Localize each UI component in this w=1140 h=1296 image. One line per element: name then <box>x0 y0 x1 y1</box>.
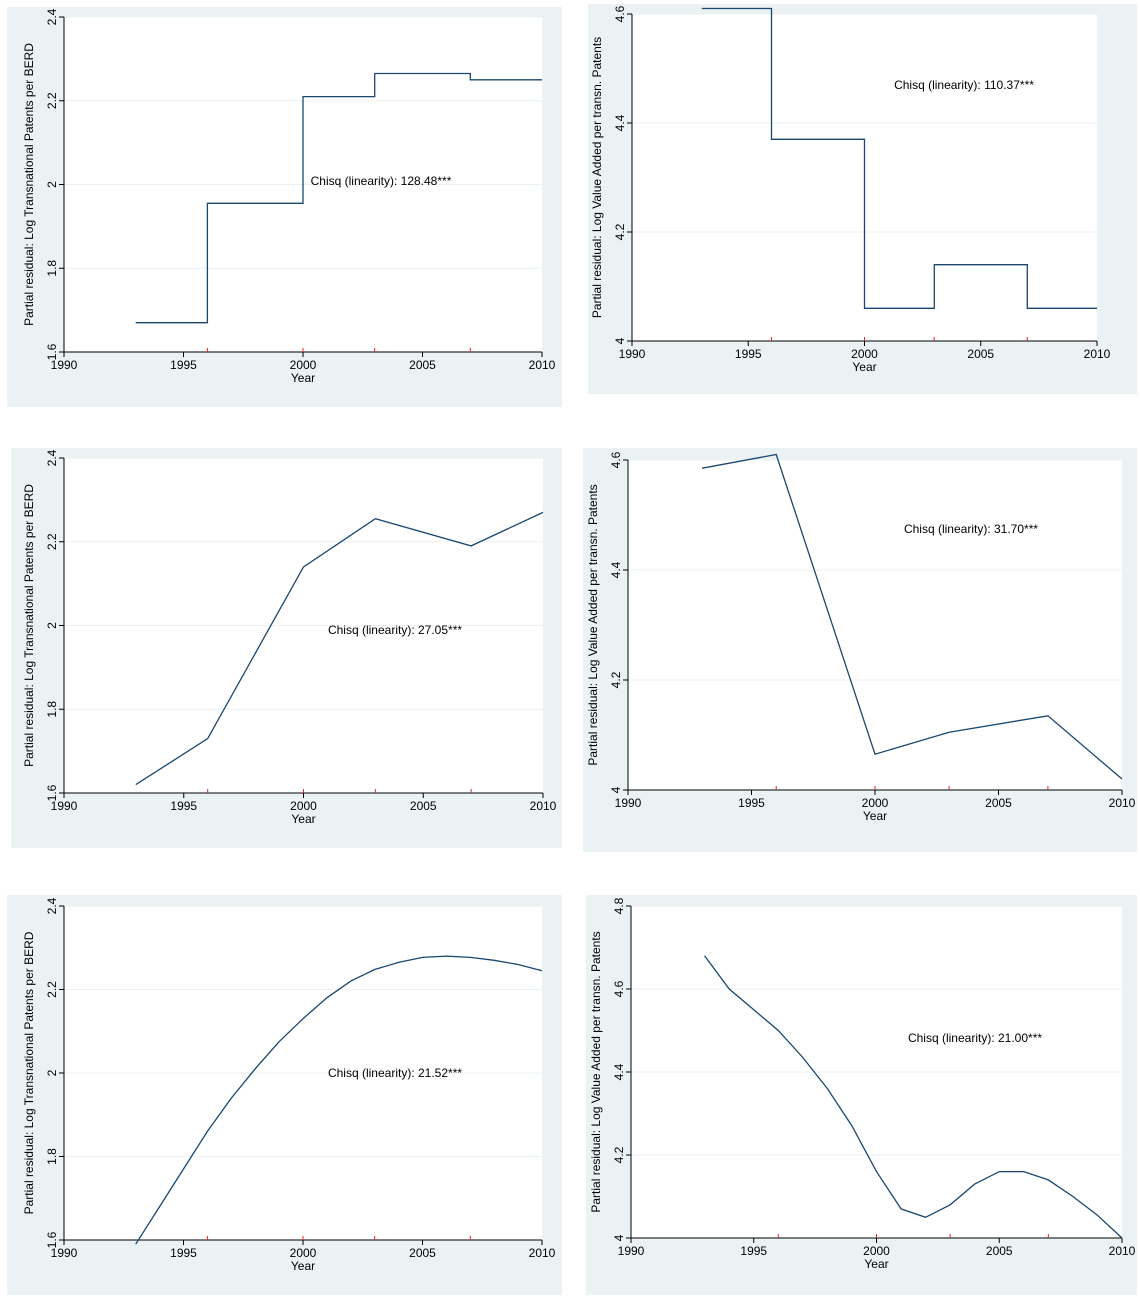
x-tick-label: 2000 <box>290 799 317 813</box>
x-tick-label: 1995 <box>170 799 197 813</box>
x-tick-label: 1995 <box>735 347 762 361</box>
y-tick-label: 2 <box>45 622 59 629</box>
x-tick-label: 2005 <box>986 1244 1013 1258</box>
chisq-annotation: Chisq (linearity): 21.52*** <box>328 1066 462 1080</box>
chisq-annotation: Chisq (linearity): 21.00*** <box>908 1031 1042 1045</box>
y-tick-label: 4 <box>612 1234 626 1241</box>
x-tick-label: 2000 <box>862 796 889 810</box>
x-tick-label: 2005 <box>409 358 436 372</box>
x-tick-label: 1990 <box>615 796 642 810</box>
plot-area <box>628 460 1122 790</box>
chisq-annotation: Chisq (linearity): 31.70*** <box>904 522 1038 536</box>
chart-svg: 1990 1995 2000 2005 2010 4 4.2 4.4 4.6 Year Partia… <box>590 5 1111 374</box>
x-tick-label: 2010 <box>530 799 557 813</box>
x-tick-label: 1990 <box>51 1246 78 1260</box>
y-axis-title: Partial residual: Log Transnational Pate… <box>22 484 36 767</box>
y-tick-label: 2.4 <box>45 449 59 466</box>
chart-panel-6: 1990 1995 2000 2005 2010 4 4.2 4.4 4.6 4.8 Year Par… <box>586 895 1137 1295</box>
y-tick-label: 1.6 <box>45 343 59 360</box>
y-axis-title: Partial residual: Log Transnational Pate… <box>22 43 36 326</box>
x-tick-label: 1995 <box>170 1246 197 1260</box>
x-tick-label: 1995 <box>170 358 197 372</box>
chart-panel-2: 1990 1995 2000 2005 2010 4 4.2 4.4 4.6 Year Partia… <box>588 4 1137 394</box>
x-tick-label: 2005 <box>967 347 994 361</box>
chart-panel-3: 1990 1995 2000 2005 2010 1.6 1.8 2 2.2 2.4 Year Par… <box>11 448 562 848</box>
series-line <box>704 955 1123 1239</box>
chisq-annotation: Chisq (linearity): 110.37*** <box>894 78 1034 92</box>
y-tick-label: 4.2 <box>612 1146 626 1163</box>
y-tick-label: 2 <box>45 181 59 188</box>
x-tick-label: 2005 <box>985 796 1012 810</box>
x-axis-title: Year <box>291 812 315 826</box>
x-tick-label: 2000 <box>863 1244 890 1258</box>
chart-svg: 1990 1995 2000 2005 2010 1.6 1.8 2 2.2 2.4 Year Par… <box>22 449 557 826</box>
x-tick-label: 2000 <box>851 347 878 361</box>
series-line <box>135 955 543 1245</box>
series-line <box>135 72 542 324</box>
chart-svg: 1990 1995 2000 2005 2010 4 4.2 4.4 4.6 Year Partia… <box>586 451 1136 823</box>
y-tick-label: 1.8 <box>45 701 59 718</box>
y-tick-label: 4 <box>609 786 623 793</box>
x-tick-label: 2010 <box>529 358 556 372</box>
x-tick-label: 2010 <box>1109 796 1136 810</box>
x-tick-label: 1990 <box>51 358 78 372</box>
x-tick-label: 2005 <box>409 1246 436 1260</box>
y-tick-label: 2.2 <box>45 981 59 998</box>
chart-panel-4: 1990 1995 2000 2005 2010 4 4.2 4.4 4.6 Year Partia… <box>583 448 1137 852</box>
y-tick-label: 1.6 <box>45 784 59 801</box>
y-tick-label: 4.6 <box>612 980 626 997</box>
y-tick-label: 2.4 <box>45 897 59 914</box>
x-axis-title: Year <box>863 809 887 823</box>
x-tick-label: 2010 <box>1109 1244 1136 1258</box>
y-axis-title: Partial residual: Log Value Added per tr… <box>590 37 604 318</box>
chart-panel-5: 1990 1995 2000 2005 2010 1.6 1.8 2 2.2 2.4 Year Par… <box>7 895 562 1295</box>
y-tick-label: 2 <box>45 1069 59 1076</box>
y-tick-label: 4.4 <box>609 561 623 578</box>
y-tick-label: 1.8 <box>45 1148 59 1165</box>
x-axis-title: Year <box>291 371 315 385</box>
y-axis-title: Partial residual: Log Transnational Pate… <box>22 931 36 1214</box>
chart-svg: 1990 1995 2000 2005 2010 1.6 1.8 2 2.2 2.4 Year Par… <box>22 8 556 385</box>
y-axis-title: Partial residual: Log Value Added per tr… <box>586 484 600 765</box>
y-tick-label: 4.2 <box>609 671 623 688</box>
series-line <box>135 511 544 786</box>
y-axis-title: Partial residual: Log Value Added per tr… <box>589 931 603 1212</box>
x-tick-label: 2005 <box>410 799 437 813</box>
y-tick-label: 2.4 <box>45 8 59 25</box>
x-tick-label: 1990 <box>51 799 78 813</box>
chart-svg: 1990 1995 2000 2005 2010 4 4.2 4.4 4.6 4.8 Year Par… <box>589 897 1136 1271</box>
x-tick-label: 1990 <box>619 347 646 361</box>
y-tick-label: 1.8 <box>45 260 59 277</box>
x-tick-label: 2010 <box>1084 347 1111 361</box>
y-tick-label: 4 <box>613 337 627 344</box>
x-tick-label: 1995 <box>740 1244 767 1258</box>
y-tick-label: 4.6 <box>609 451 623 468</box>
chisq-annotation: Chisq (linearity): 128.48*** <box>311 174 452 188</box>
y-tick-label: 1.6 <box>45 1231 59 1248</box>
chisq-annotation: Chisq (linearity): 27.05*** <box>328 623 462 637</box>
x-axis-title: Year <box>291 1259 315 1273</box>
y-tick-label: 4.4 <box>612 1063 626 1080</box>
x-tick-label: 2000 <box>290 1246 317 1260</box>
chart-panel-1: 1990 1995 2000 2005 2010 1.6 1.8 2 2.2 2.4 Year Par… <box>7 7 562 407</box>
y-tick-label: 4.6 <box>613 5 627 22</box>
y-tick-label: 4.2 <box>613 223 627 240</box>
x-axis-title: Year <box>852 360 876 374</box>
x-axis-title: Year <box>864 1257 888 1271</box>
x-tick-label: 1995 <box>738 796 765 810</box>
x-tick-label: 1990 <box>618 1244 645 1258</box>
x-tick-label: 2000 <box>290 358 317 372</box>
series-line <box>701 7 1097 309</box>
chart-svg: 1990 1995 2000 2005 2010 1.6 1.8 2 2.2 2.4 Year Par… <box>22 897 556 1273</box>
y-tick-label: 2.2 <box>45 92 59 109</box>
y-tick-label: 4.4 <box>613 114 627 131</box>
x-tick-label: 2010 <box>529 1246 556 1260</box>
series-line <box>701 453 1123 780</box>
y-tick-label: 2.2 <box>45 533 59 550</box>
y-tick-label: 4.8 <box>612 897 626 914</box>
